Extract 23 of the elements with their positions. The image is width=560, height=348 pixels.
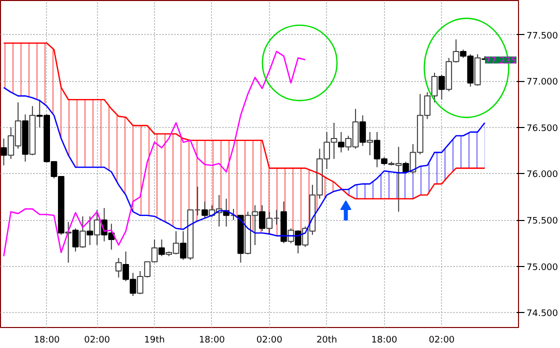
x-tick-label: 18:00 xyxy=(371,336,398,346)
candlestick xyxy=(80,216,86,248)
x-tick-label: 02:00 xyxy=(256,336,283,346)
y-tick-label: 76.000 xyxy=(526,170,558,180)
candlestick xyxy=(366,132,374,156)
line-series xyxy=(3,42,486,200)
x-tick-label: 20th xyxy=(316,336,338,346)
x-tick-label: 18:00 xyxy=(198,336,226,346)
y-tick-label: 77.000 xyxy=(526,78,558,88)
candlestick xyxy=(431,72,438,103)
candlestick xyxy=(94,209,100,246)
x-tick-label: 02:00 xyxy=(84,336,110,346)
y-tick-label: 75.000 xyxy=(526,262,558,273)
x-tick-label: 02:00 xyxy=(428,336,455,346)
y-tick-label: 77.500 xyxy=(526,31,558,42)
x-tick-label: 18:00 xyxy=(34,336,60,346)
candlestick xyxy=(230,208,237,221)
line-series xyxy=(3,50,306,257)
candlestick xyxy=(115,258,122,278)
y-tick-label: 74.500 xyxy=(526,309,558,320)
y-tick-label: 76.500 xyxy=(526,124,558,134)
x-tick-label: 19th xyxy=(144,336,165,346)
y-tick-label: 75.500 xyxy=(526,216,558,227)
